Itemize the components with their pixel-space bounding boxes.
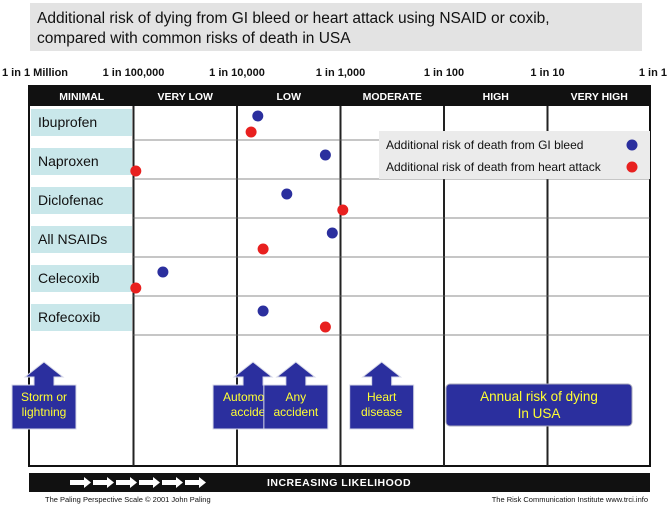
drug-label-box xyxy=(31,109,132,136)
title-line-2: compared with common risks of death in U… xyxy=(37,30,351,47)
comparison-box xyxy=(11,361,77,430)
legend-label-gi: Additional risk of death from GI bleed xyxy=(386,138,583,152)
heart-attack-point xyxy=(337,204,349,216)
caption-line-1: Annual risk of dying xyxy=(480,389,598,404)
likelihood-arrow xyxy=(185,477,206,488)
likelihood-arrow xyxy=(70,477,91,488)
drug-label: Diclofenac xyxy=(38,192,103,208)
title-line-1: Additional risk of dying from GI bleed o… xyxy=(37,10,550,27)
drug-label: All NSAIDs xyxy=(38,231,107,247)
comparison-box xyxy=(349,361,415,430)
likelihood-arrow xyxy=(93,477,114,488)
drug-label: Ibuprofen xyxy=(38,114,97,130)
x-tick-label: 1 in 1,000 xyxy=(316,67,366,79)
x-tick-label: 1 in 10 xyxy=(530,67,564,79)
likelihood-bar-background xyxy=(29,473,650,492)
gi-bleed-point xyxy=(157,266,169,278)
heart-attack-point xyxy=(245,126,257,138)
gi-bleed-point xyxy=(252,110,264,122)
likelihood-arrows xyxy=(70,477,206,488)
legend-label-heart: Additional risk of death from heart atta… xyxy=(386,160,602,174)
drug-label: Rofecoxib xyxy=(38,309,100,325)
band-label: MINIMAL xyxy=(59,91,104,103)
heart-attack-point xyxy=(130,165,142,177)
drug-label-box xyxy=(31,148,132,175)
x-tick-label: 1 in 100 xyxy=(424,67,464,79)
legend-marker-gi xyxy=(626,139,638,151)
drug-label: Naproxen xyxy=(38,153,99,169)
title-background xyxy=(30,3,642,51)
likelihood-arrow xyxy=(116,477,137,488)
likelihood-arrow xyxy=(139,477,160,488)
comparison-markers: Storm orlightningAutomobileaccidentAnyac… xyxy=(11,361,415,430)
comparison-caption: Annual risk of dying In USA xyxy=(445,383,633,427)
legend-background xyxy=(379,131,650,179)
gi-bleed-point xyxy=(281,188,293,200)
band-header-background xyxy=(29,86,650,106)
band-label: MODERATE xyxy=(363,91,422,103)
caption-line-2: In USA xyxy=(518,406,561,421)
band-label: LOW xyxy=(277,91,302,103)
gi-bleed-point xyxy=(326,227,338,239)
legend-marker-heart xyxy=(626,161,638,173)
likelihood-arrow xyxy=(162,477,183,488)
band-label: VERY HIGH xyxy=(571,91,628,103)
caption-box xyxy=(445,383,633,427)
x-tick-label: 1 in 100,000 xyxy=(103,67,165,79)
drug-label-box xyxy=(31,265,132,292)
legend: Additional risk of death from GI bleed A… xyxy=(379,131,650,179)
gi-bleed-point xyxy=(257,305,269,317)
comparison-label: accident xyxy=(274,405,319,419)
band-header: MINIMAL VERY LOW LOW MODERATE HIGH VERY HIGH xyxy=(29,86,650,106)
x-tick-label: 1 in 1 Million xyxy=(2,67,68,79)
drug-label: Celecoxib xyxy=(38,270,100,286)
footer-left: The Paling Perspective Scale © 2001 John… xyxy=(45,495,211,504)
data-points xyxy=(130,110,349,333)
likelihood-bar: INCREASING LIKELIHOOD xyxy=(29,473,650,492)
drug-labels: Ibuprofen Naproxen Diclofenac All NSAIDs Cel… xyxy=(31,109,132,331)
heart-attack-point xyxy=(257,243,269,255)
likelihood-label: INCREASING LIKELIHOOD xyxy=(267,477,411,489)
x-axis-tick-labels: 1 in 1 Million 1 in 100,000 1 in 10,000 1 i… xyxy=(2,67,667,79)
band-label: HIGH xyxy=(483,91,509,103)
comparison-label: lightning xyxy=(22,405,67,419)
gi-bleed-point xyxy=(319,149,331,161)
comparison-label: Heart xyxy=(367,390,397,404)
comparison-label: disease xyxy=(361,405,403,419)
heart-attack-point xyxy=(319,321,331,333)
drug-label-box xyxy=(31,226,132,253)
drug-label-box xyxy=(31,304,132,331)
x-tick-label: 1 in 10,000 xyxy=(209,67,265,79)
comparison-label: Any xyxy=(286,390,307,404)
x-tick-label: 1 in 1 xyxy=(639,67,667,79)
comparison-box xyxy=(263,361,329,430)
band-label: VERY LOW xyxy=(158,91,214,103)
comparison-label: Storm or xyxy=(21,390,67,404)
footer-right: The Risk Communication Institute www.trc… xyxy=(492,495,648,504)
heart-attack-point xyxy=(130,282,142,294)
title-block: Additional risk of dying from GI bleed o… xyxy=(30,3,642,51)
drug-label-box xyxy=(31,187,132,214)
